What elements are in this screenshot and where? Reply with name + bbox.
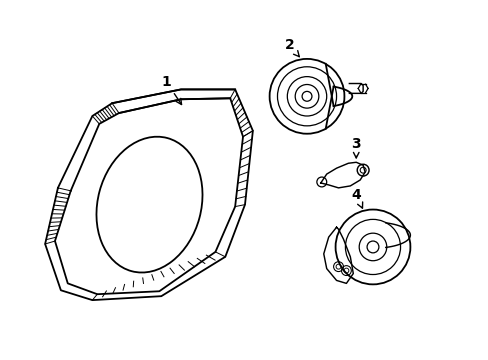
Text: 3: 3 (351, 136, 360, 158)
Text: 1: 1 (161, 75, 181, 104)
Text: 2: 2 (284, 38, 299, 57)
Text: 4: 4 (351, 188, 362, 208)
